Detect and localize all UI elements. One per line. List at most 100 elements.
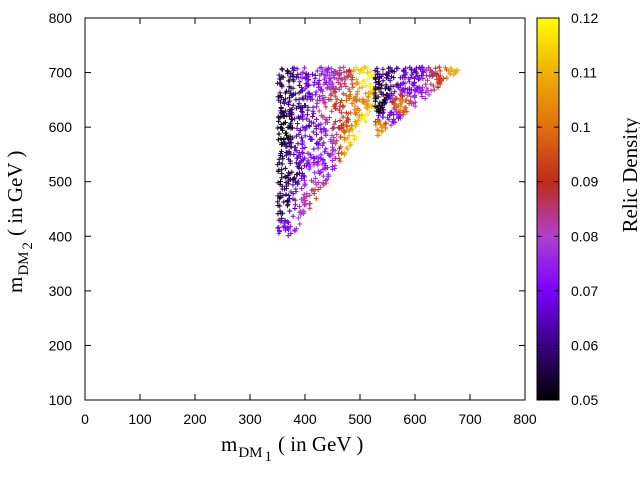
data-point — [320, 156, 326, 162]
x-tick-label: 800 — [513, 411, 537, 427]
data-point — [284, 112, 290, 118]
data-point — [336, 125, 342, 131]
data-point — [277, 80, 283, 86]
data-point — [299, 176, 305, 182]
data-point — [321, 76, 327, 82]
data-point — [365, 94, 371, 100]
data-point — [308, 136, 314, 142]
data-point — [341, 135, 347, 141]
data-point — [316, 122, 322, 128]
data-point — [326, 115, 332, 121]
data-point — [305, 77, 311, 83]
data-point — [279, 67, 285, 73]
data-point — [345, 111, 351, 117]
data-point — [353, 77, 359, 83]
data-point — [354, 120, 360, 126]
data-point — [334, 138, 340, 144]
data-point — [314, 182, 320, 188]
data-point — [346, 69, 352, 75]
data-point — [283, 191, 289, 197]
scatter-points — [275, 64, 461, 239]
data-point — [291, 65, 297, 71]
data-point — [388, 74, 394, 80]
x-tick-label: 700 — [458, 411, 482, 427]
data-point — [316, 108, 322, 114]
data-point — [288, 189, 294, 195]
data-point — [321, 81, 327, 87]
data-point — [407, 87, 413, 93]
data-point — [294, 125, 300, 131]
data-point — [419, 94, 425, 100]
data-point — [366, 81, 372, 87]
data-point — [379, 103, 385, 109]
data-point — [330, 125, 336, 131]
data-point — [301, 202, 307, 208]
y-tick-label: 500 — [49, 174, 73, 190]
data-point — [292, 179, 298, 185]
data-point — [296, 165, 302, 171]
data-point — [388, 122, 394, 128]
data-point — [329, 108, 335, 114]
data-point — [340, 103, 346, 109]
data-point — [289, 110, 295, 116]
y-tick-label: 200 — [49, 337, 73, 353]
data-point — [373, 80, 379, 86]
data-point — [341, 129, 347, 135]
data-point — [386, 93, 392, 99]
data-point — [385, 65, 391, 71]
data-point — [344, 136, 350, 142]
data-point — [345, 146, 351, 152]
data-point — [381, 107, 387, 113]
y-tick-label: 100 — [49, 392, 73, 408]
data-point — [294, 171, 300, 177]
data-point — [395, 81, 401, 87]
data-point — [305, 107, 311, 113]
data-point — [378, 89, 384, 95]
data-point — [291, 176, 297, 182]
data-point — [317, 65, 323, 71]
data-point — [378, 129, 384, 135]
data-point — [280, 224, 286, 230]
data-point — [309, 120, 315, 126]
data-point — [287, 78, 293, 84]
data-point — [444, 67, 450, 73]
data-point — [295, 178, 301, 184]
data-point — [418, 90, 424, 96]
data-point — [312, 72, 318, 78]
data-point — [422, 95, 428, 101]
data-point — [340, 91, 346, 97]
data-point — [389, 96, 395, 102]
data-point — [415, 89, 421, 95]
data-point — [280, 193, 286, 199]
data-point — [278, 219, 284, 225]
data-point — [426, 65, 432, 71]
data-point — [376, 120, 382, 126]
data-point — [319, 142, 325, 148]
data-point — [324, 117, 330, 123]
data-point — [278, 179, 284, 185]
data-point — [452, 69, 458, 75]
data-point — [302, 181, 308, 187]
data-point — [280, 113, 286, 119]
data-point — [383, 100, 389, 106]
data-point — [332, 148, 338, 154]
data-point — [344, 98, 350, 104]
data-point — [382, 124, 388, 130]
data-point — [298, 104, 304, 110]
data-point — [331, 121, 337, 127]
data-point — [403, 105, 409, 111]
data-point — [286, 84, 292, 90]
data-point — [280, 127, 286, 133]
data-point — [297, 127, 303, 133]
data-point — [275, 114, 281, 120]
data-point — [286, 196, 292, 202]
data-point — [309, 92, 315, 98]
data-point — [276, 131, 282, 137]
data-point — [294, 155, 300, 161]
data-point — [413, 74, 419, 80]
data-point — [316, 141, 322, 147]
data-point — [367, 83, 373, 89]
data-point — [279, 175, 285, 181]
data-point — [318, 112, 324, 118]
data-point — [336, 107, 342, 113]
